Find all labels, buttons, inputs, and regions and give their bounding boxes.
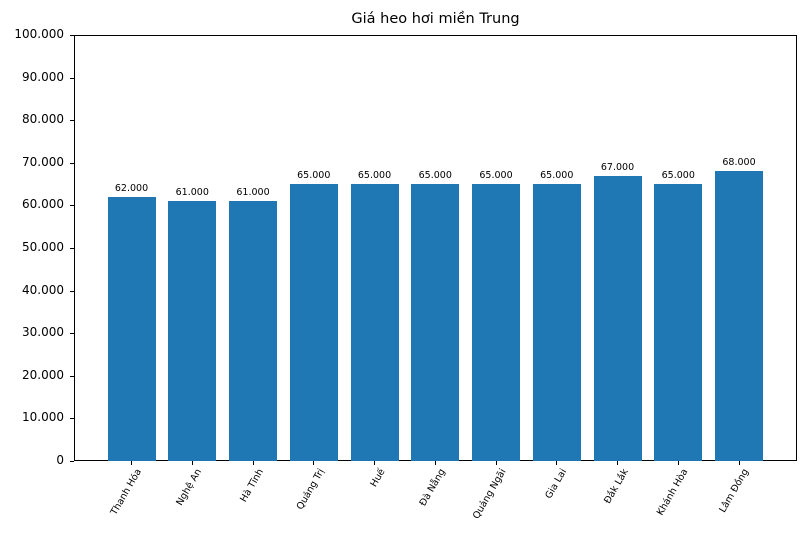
bar-value-label: 61.000 bbox=[175, 187, 209, 199]
y-tick-mark bbox=[70, 162, 74, 164]
y-tick-label: 30.000 bbox=[22, 325, 64, 340]
x-tick-mark bbox=[677, 461, 679, 465]
x-tick-label: Nghệ An bbox=[174, 467, 205, 508]
y-tick-mark bbox=[70, 248, 74, 249]
bar bbox=[350, 184, 399, 461]
bar bbox=[532, 184, 581, 461]
x-tick-label: Quảng Ngãi bbox=[471, 467, 509, 521]
x-tick-label: Thanh Hóa bbox=[108, 467, 144, 518]
y-tick-mark bbox=[70, 77, 74, 79]
x-tick-mark bbox=[617, 461, 618, 465]
x-tick-mark bbox=[738, 461, 740, 465]
bar bbox=[289, 184, 338, 461]
bar-value-label: 67.000 bbox=[600, 161, 635, 173]
bar-value-label: 65.000 bbox=[540, 170, 574, 182]
x-tick-mark bbox=[313, 461, 315, 465]
y-tick-mark bbox=[70, 205, 74, 207]
y-tick-label: 0 bbox=[56, 453, 64, 467]
x-tick-label: Khánh Hòa bbox=[655, 467, 691, 518]
bar-value-label: 65.000 bbox=[357, 170, 392, 182]
bar bbox=[654, 184, 703, 461]
x-tick-mark bbox=[434, 461, 436, 465]
chart-title: Giá heo hơi miền Trung bbox=[351, 11, 520, 27]
bar-value-label: 68.000 bbox=[722, 157, 756, 169]
y-tick-mark bbox=[70, 290, 74, 292]
y-tick-label: 100.000 bbox=[14, 27, 64, 41]
x-tick-label: Hà Tĩnh bbox=[238, 467, 267, 505]
x-tick-mark bbox=[131, 461, 132, 465]
bar bbox=[593, 175, 642, 461]
x-tick-label: Huế bbox=[368, 467, 388, 489]
x-tick-label: Quảng Trị bbox=[294, 467, 327, 512]
x-tick-mark bbox=[556, 461, 558, 465]
bar bbox=[107, 196, 156, 461]
bar-value-label: 62.000 bbox=[114, 182, 149, 194]
y-tick-label: 20.000 bbox=[22, 367, 64, 382]
x-tick-label: Lâm Đồng bbox=[717, 467, 752, 515]
x-tick-label: Gia Lai bbox=[543, 467, 569, 501]
y-tick-label: 50.000 bbox=[22, 240, 64, 254]
y-tick-mark bbox=[70, 120, 74, 122]
bar bbox=[715, 171, 763, 461]
x-tick-mark bbox=[495, 461, 497, 465]
bar-value-label: 65.000 bbox=[479, 170, 513, 182]
y-tick-mark bbox=[70, 35, 74, 36]
y-tick-label: 90.000 bbox=[22, 69, 64, 84]
y-tick-label: 10.000 bbox=[22, 410, 64, 425]
y-tick-label: 80.000 bbox=[22, 112, 64, 127]
y-tick-mark bbox=[70, 375, 74, 377]
y-tick-mark bbox=[70, 461, 74, 462]
bar-value-label: 65.000 bbox=[661, 170, 695, 182]
bar bbox=[472, 184, 520, 461]
bar-value-label: 61.000 bbox=[236, 187, 270, 199]
bar-value-label: 65.000 bbox=[297, 170, 331, 182]
x-tick-label: Đà Nẵng bbox=[417, 467, 448, 509]
bar-value-label: 65.000 bbox=[418, 170, 452, 182]
bar bbox=[411, 184, 460, 461]
y-tick-mark bbox=[70, 333, 74, 335]
x-tick-label: Đắk Lắk bbox=[601, 467, 631, 506]
x-tick-mark bbox=[374, 461, 375, 465]
x-tick-mark bbox=[252, 461, 254, 465]
y-tick-label: 70.000 bbox=[22, 154, 64, 169]
y-tick-mark bbox=[70, 418, 74, 420]
bar bbox=[229, 201, 277, 461]
y-tick-label: 60.000 bbox=[22, 197, 64, 212]
y-tick-label: 40.000 bbox=[22, 282, 64, 297]
bar bbox=[168, 201, 217, 461]
x-tick-mark bbox=[191, 461, 193, 465]
